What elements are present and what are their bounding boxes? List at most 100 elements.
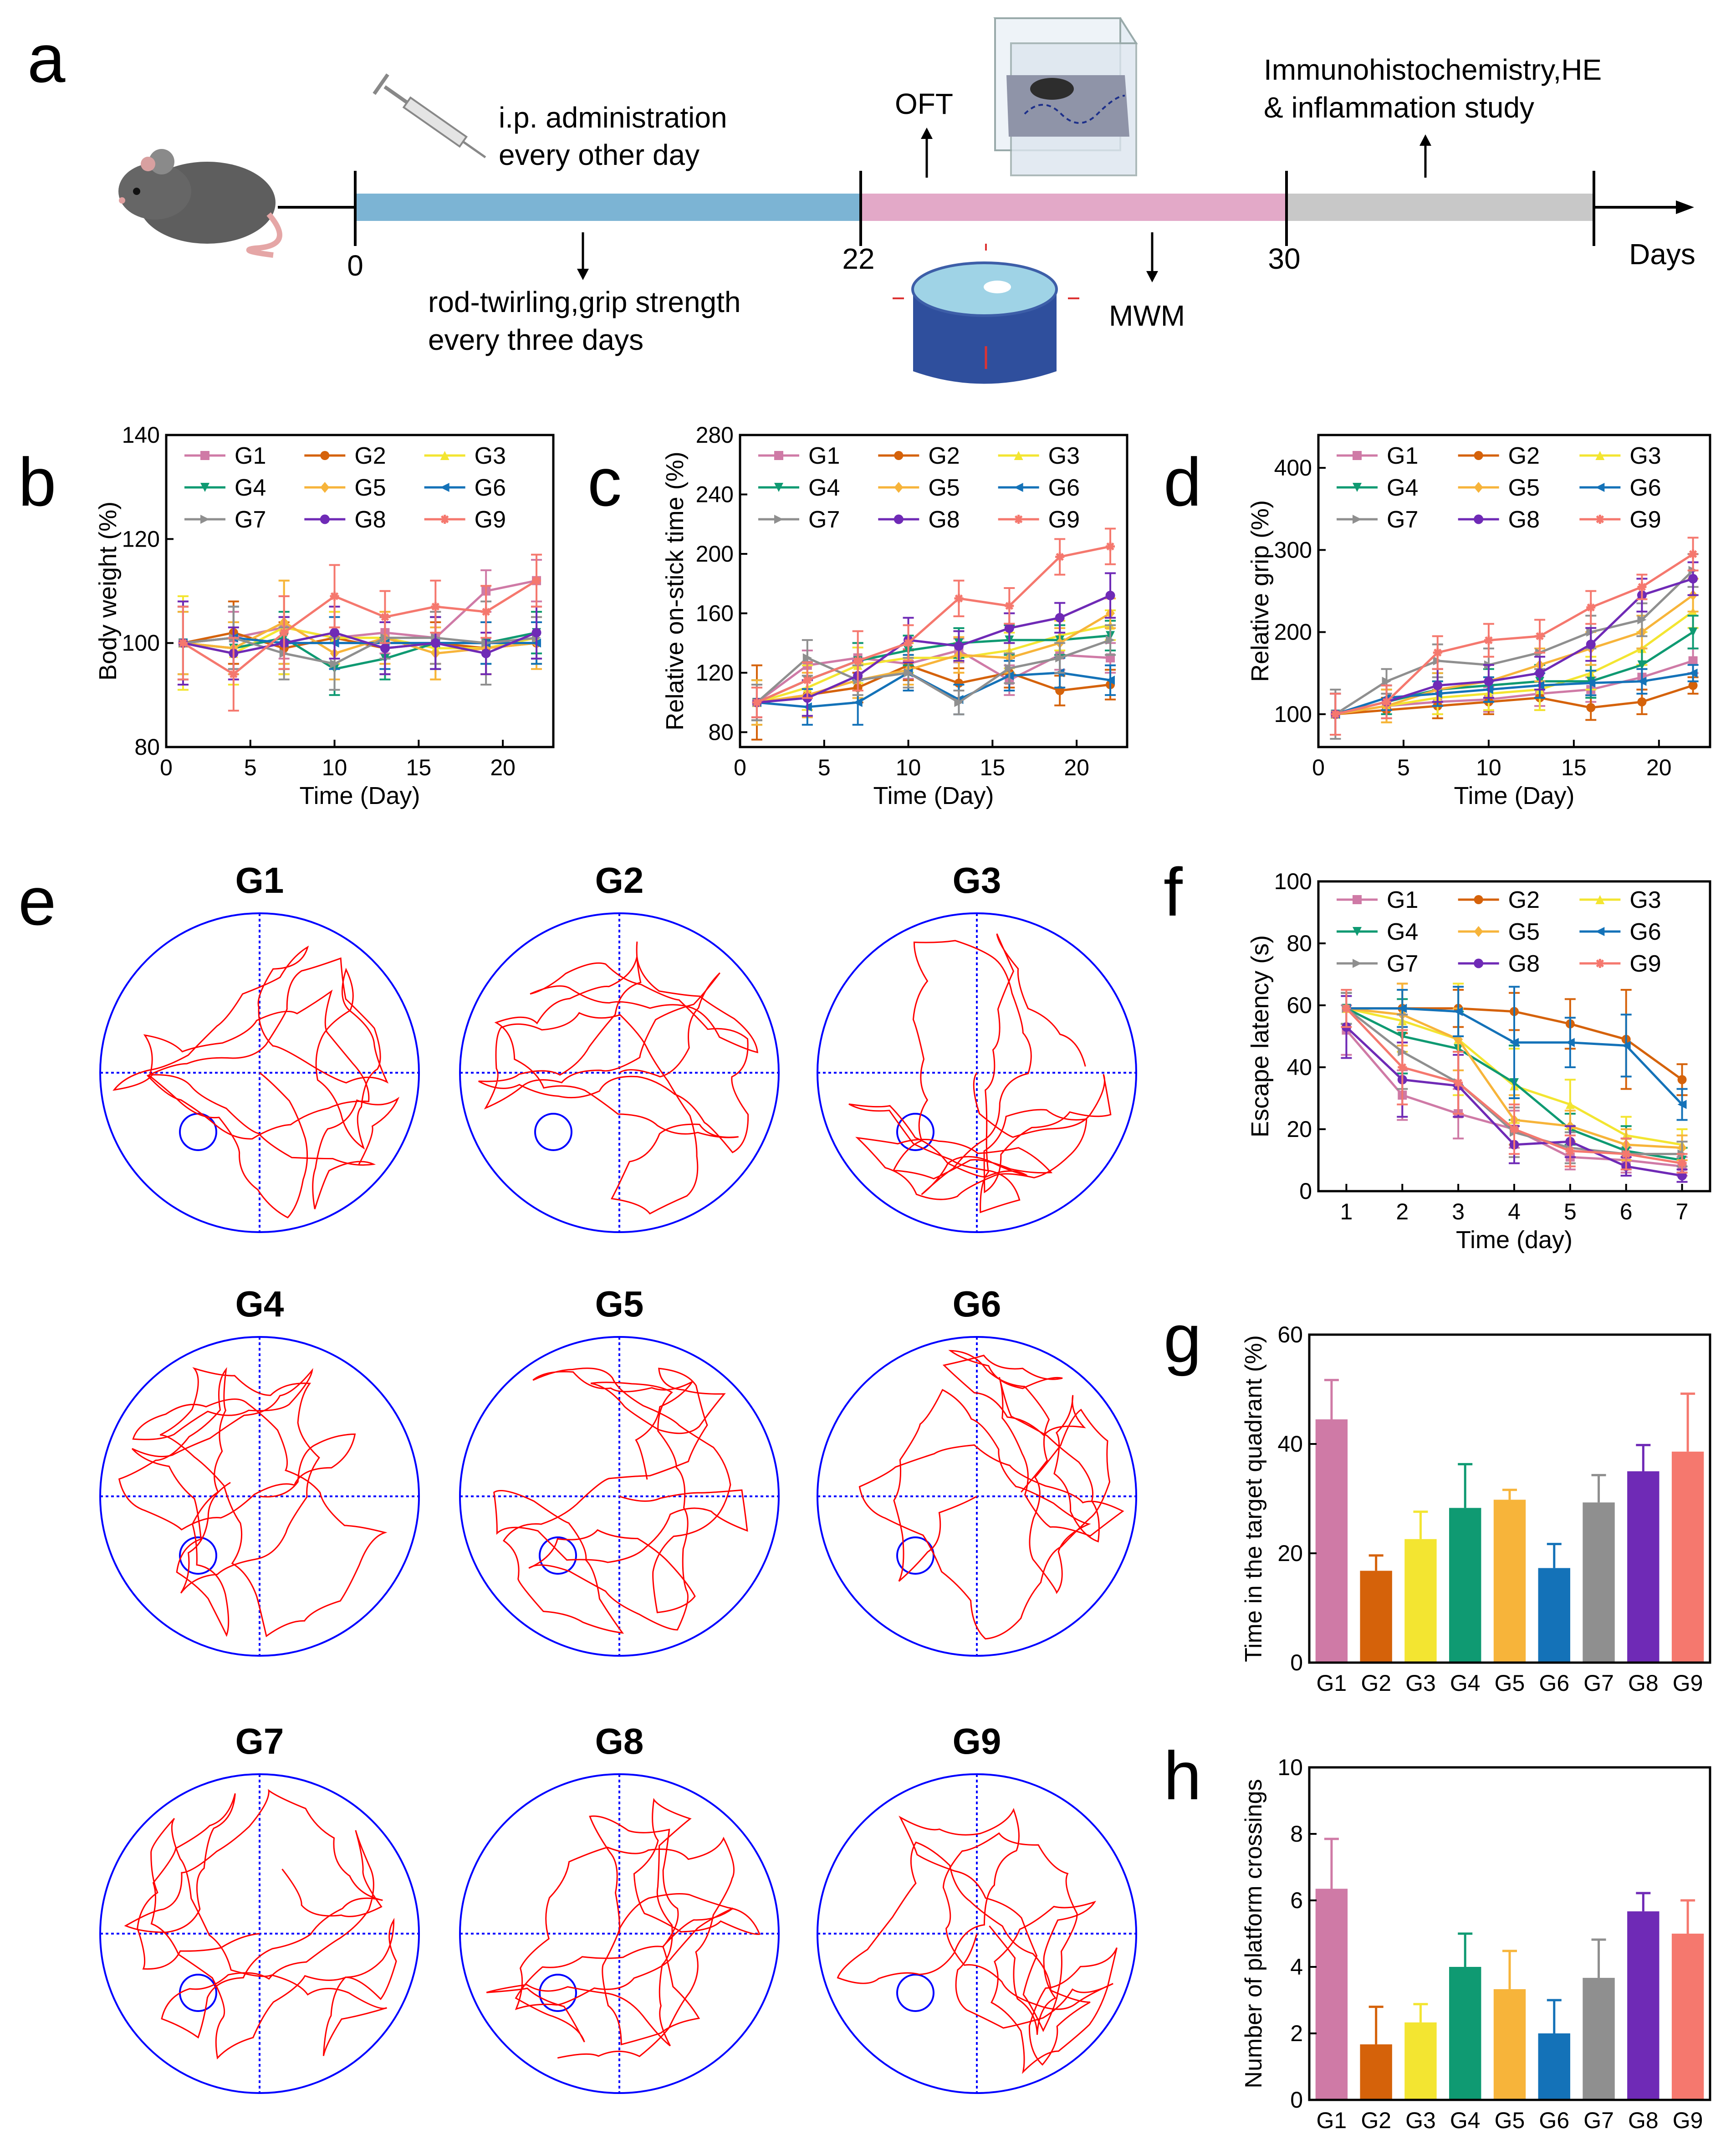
series-line-G5 (1335, 594, 1694, 716)
legend-label-G2: G2 (928, 443, 960, 469)
x-tick-label: 15 (980, 755, 1006, 780)
series-line-G6 (756, 671, 1111, 708)
x-tick-label: 10 (1476, 755, 1501, 780)
swim-track (493, 1367, 748, 1634)
panel-label-b: b (18, 444, 56, 520)
legend-label-G1: G1 (808, 443, 840, 469)
bar-G6 (1538, 2033, 1570, 2100)
y-tick-label: 4 (1290, 1954, 1303, 1980)
x-axis-title: Time (day) (1456, 1226, 1573, 1254)
legend-marker-G6 (1595, 483, 1605, 492)
x-tick-label: G7 (1583, 1670, 1614, 1696)
legend-marker-G3 (1014, 451, 1023, 460)
x-tick-label: 5 (818, 755, 831, 780)
y-tick-label: 40 (1277, 1431, 1303, 1457)
legend-marker-G3 (440, 451, 449, 460)
legend-marker-G5 (1474, 482, 1483, 493)
platform-circle (896, 1536, 934, 1575)
legend-marker-G1 (200, 451, 209, 460)
swim-track (837, 1808, 1118, 2074)
data-point-G8 (430, 638, 440, 648)
bar-G2 (1360, 2044, 1392, 2100)
legend-label-G1: G1 (1387, 443, 1418, 469)
x-tick-label: G4 (1450, 2108, 1481, 2133)
y-axis-title: Body weight (%) (94, 502, 122, 681)
data-point-G6 (853, 698, 863, 707)
series-line-G8 (1335, 578, 1694, 716)
y-tick-label: 40 (1287, 1055, 1312, 1080)
legend-marker-G9 (1595, 515, 1605, 524)
data-point-G9 (1331, 709, 1340, 719)
y-tick-label: 120 (696, 660, 734, 686)
legend-label-G5: G5 (354, 475, 386, 501)
legend-label-G8: G8 (928, 507, 960, 533)
maze-G9: G9 (817, 1721, 1137, 2094)
legend: G1 G2 G3 G4 G5 G6 G7 G8 G9 (758, 443, 1080, 533)
x-tick-label: 0 (1312, 755, 1325, 780)
data-point-G8 (1055, 613, 1065, 623)
inflammation-study-label: & inflammation study (1264, 91, 1534, 124)
data-point-G9 (802, 676, 812, 685)
x-tick-label: 15 (406, 755, 432, 780)
data-point-G7 (1055, 653, 1065, 663)
legend-marker-G6 (1014, 483, 1023, 492)
x-tick-label: 5 (244, 755, 257, 780)
legend-marker-G1 (774, 451, 783, 460)
legend-marker-G8 (320, 514, 330, 524)
legend-marker-G9 (440, 515, 449, 524)
legend-label-G6: G6 (1048, 475, 1080, 501)
data-point-G9 (853, 656, 863, 665)
legend-label-G7: G7 (1387, 507, 1418, 533)
data-point-G4 (1637, 660, 1647, 670)
maze-G3: G3 (817, 860, 1137, 1233)
plot-frame (165, 434, 555, 748)
legend-marker-G4 (200, 483, 209, 492)
legend-marker-G2 (320, 451, 330, 460)
legend-label-G5: G5 (1508, 475, 1540, 501)
y-tick-label: 20 (1287, 1116, 1312, 1142)
legend-marker-G7 (1353, 959, 1362, 968)
maze-G2: G2 (459, 860, 780, 1233)
legend-marker-G6 (440, 483, 449, 492)
legend-label-G3: G3 (1629, 443, 1661, 469)
data-point-G9 (380, 612, 390, 622)
legend-label-G1: G1 (1387, 887, 1418, 913)
y-axis-title: Time in the target quadrant (%) (1241, 1335, 1267, 1662)
x-tick-label: 5 (1564, 1199, 1577, 1224)
data-point-G9 (1055, 552, 1065, 562)
legend-marker-G2 (1474, 451, 1483, 460)
legend-label-G8: G8 (1508, 507, 1540, 533)
legend-marker-G1 (1353, 895, 1362, 904)
legend-marker-G3 (1595, 895, 1605, 904)
data-point-G7 (802, 653, 812, 663)
open-field-box-illustration (993, 17, 1138, 176)
day-22-label: 22 (842, 242, 874, 275)
data-point-G8 (380, 643, 390, 653)
x-tick-label: 10 (322, 755, 347, 780)
data-point-G9 (1342, 1003, 1351, 1013)
y-tick-label: 80 (708, 719, 734, 745)
bar-G9 (1671, 1934, 1704, 2100)
swim-track (112, 945, 400, 1218)
data-point-G2 (1637, 697, 1647, 706)
legend: G1 G2 G3 G4 G5 G6 G7 G8 G9 (184, 443, 506, 533)
swim-track (118, 1367, 388, 1638)
data-point-G7 (1106, 635, 1115, 645)
legend: G1 G2 G3 G4 G5 G6 G7 G8 G9 (1337, 443, 1661, 533)
legend-label-G1: G1 (235, 443, 266, 469)
bar-G8 (1627, 1911, 1659, 2100)
x-tick-label: G5 (1495, 1670, 1525, 1696)
x-tick-label: 15 (1561, 755, 1587, 780)
series-line-G2 (1335, 684, 1694, 716)
y-tick-label: 160 (696, 600, 734, 626)
mwm-label: MWM (1109, 299, 1185, 332)
legend-label-G5: G5 (928, 475, 960, 501)
legend-marker-G2 (1474, 895, 1483, 904)
series-G9 (1341, 989, 1688, 1174)
x-tick-label: 20 (1064, 755, 1089, 780)
ip-administration-label: i.p. administration (499, 101, 727, 134)
x-tick-label: 0 (734, 755, 746, 780)
legend-marker-G5 (1474, 926, 1483, 937)
series-line-G6 (1335, 672, 1694, 716)
